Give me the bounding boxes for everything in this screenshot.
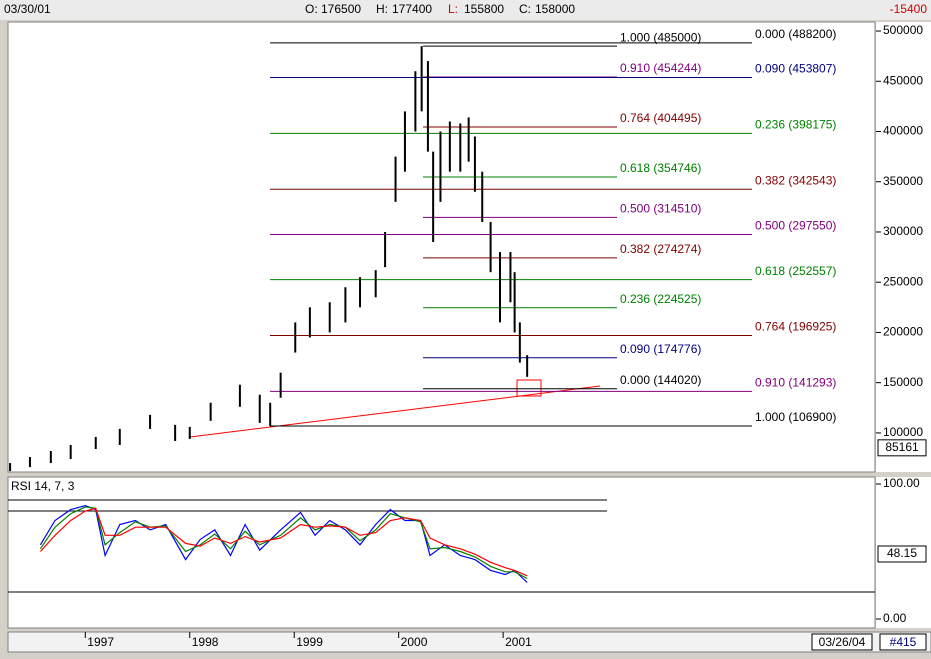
fib-label: 0.236 (224525) xyxy=(620,292,701,306)
header-bar xyxy=(0,0,931,20)
ohlc-label: H: xyxy=(376,2,388,16)
rsi-title: RSI 14, 7, 3 xyxy=(11,479,75,493)
marker-box xyxy=(877,439,927,457)
trend-line xyxy=(189,385,601,438)
marker-label: 85161 xyxy=(885,440,919,454)
fib-label: 0.382 (342543) xyxy=(755,173,836,187)
fib-label: 0.910 (454244) xyxy=(620,61,701,75)
y-tick-label: 250000 xyxy=(883,274,923,288)
price-axis-panel xyxy=(876,22,931,472)
fib-label: 0.764 (404495) xyxy=(620,111,701,125)
x-tick-label: 2000 xyxy=(401,635,428,649)
marker-label: 48.15 xyxy=(887,546,917,560)
fib-label: 0.090 (174776) xyxy=(620,342,701,356)
fib-label: 0.000 (144020) xyxy=(620,373,701,387)
ohlc-value: 155800 xyxy=(464,2,504,16)
fib-label: 0.618 (354746) xyxy=(620,161,701,175)
marker-box xyxy=(877,545,927,563)
rsi-line xyxy=(39,504,528,583)
y-tick-label: 100000 xyxy=(883,425,923,439)
x-tick-label: 1997 xyxy=(87,635,114,649)
y-tick-label: 0.00 xyxy=(883,611,907,625)
y-tick-label: 200000 xyxy=(883,325,923,339)
fib-label: 1.000 (485000) xyxy=(620,30,701,44)
price-panel xyxy=(7,21,876,473)
end-date: 03/26/04 xyxy=(819,635,866,649)
y-tick-label: 450000 xyxy=(883,73,923,87)
y-tick-label: 100.00 xyxy=(883,476,920,490)
ohlc-label: O: xyxy=(305,2,318,16)
fib-label: 0.910 (141293) xyxy=(755,376,836,390)
rsi-line xyxy=(39,507,528,577)
fib-label: 0.764 (196925) xyxy=(755,320,836,334)
ohlc-label: C: xyxy=(519,2,531,16)
x-tick-label: 1999 xyxy=(296,635,323,649)
fib-label: 0.382 (274274) xyxy=(620,242,701,256)
x-tick-label: 2001 xyxy=(505,635,532,649)
y-tick-label: 500000 xyxy=(883,23,923,37)
target-box xyxy=(516,379,542,397)
end-date-box xyxy=(811,633,873,651)
x-tick-label: 1998 xyxy=(192,635,219,649)
fib-label: 0.000 (488200) xyxy=(755,27,836,41)
fib-label: 0.618 (252557) xyxy=(755,264,836,278)
header-change: -15400 xyxy=(890,2,928,16)
bar-count-box xyxy=(879,633,927,651)
ohlc-label: L: xyxy=(448,2,458,16)
y-tick-label: 150000 xyxy=(883,375,923,389)
fib-label: 1.000 (106900) xyxy=(755,410,836,424)
header-date: 03/30/01 xyxy=(4,2,51,16)
bar-count: #415 xyxy=(890,635,917,649)
fib-label: 0.090 (453807) xyxy=(755,62,836,76)
y-tick-label: 350000 xyxy=(883,174,923,188)
time-axis-panel xyxy=(7,631,931,653)
fib-label: 0.236 (398175) xyxy=(755,118,836,132)
fib-label: 0.500 (314510) xyxy=(620,202,701,216)
fib-label: 0.500 (297550) xyxy=(755,219,836,233)
rsi-line xyxy=(39,506,528,580)
ohlc-value: 176500 xyxy=(321,2,361,16)
y-tick-label: 400000 xyxy=(883,124,923,138)
y-tick-label: 300000 xyxy=(883,224,923,238)
ohlc-value: 177400 xyxy=(392,2,432,16)
rsi-panel xyxy=(7,476,876,629)
ohlc-value: 158000 xyxy=(535,2,575,16)
